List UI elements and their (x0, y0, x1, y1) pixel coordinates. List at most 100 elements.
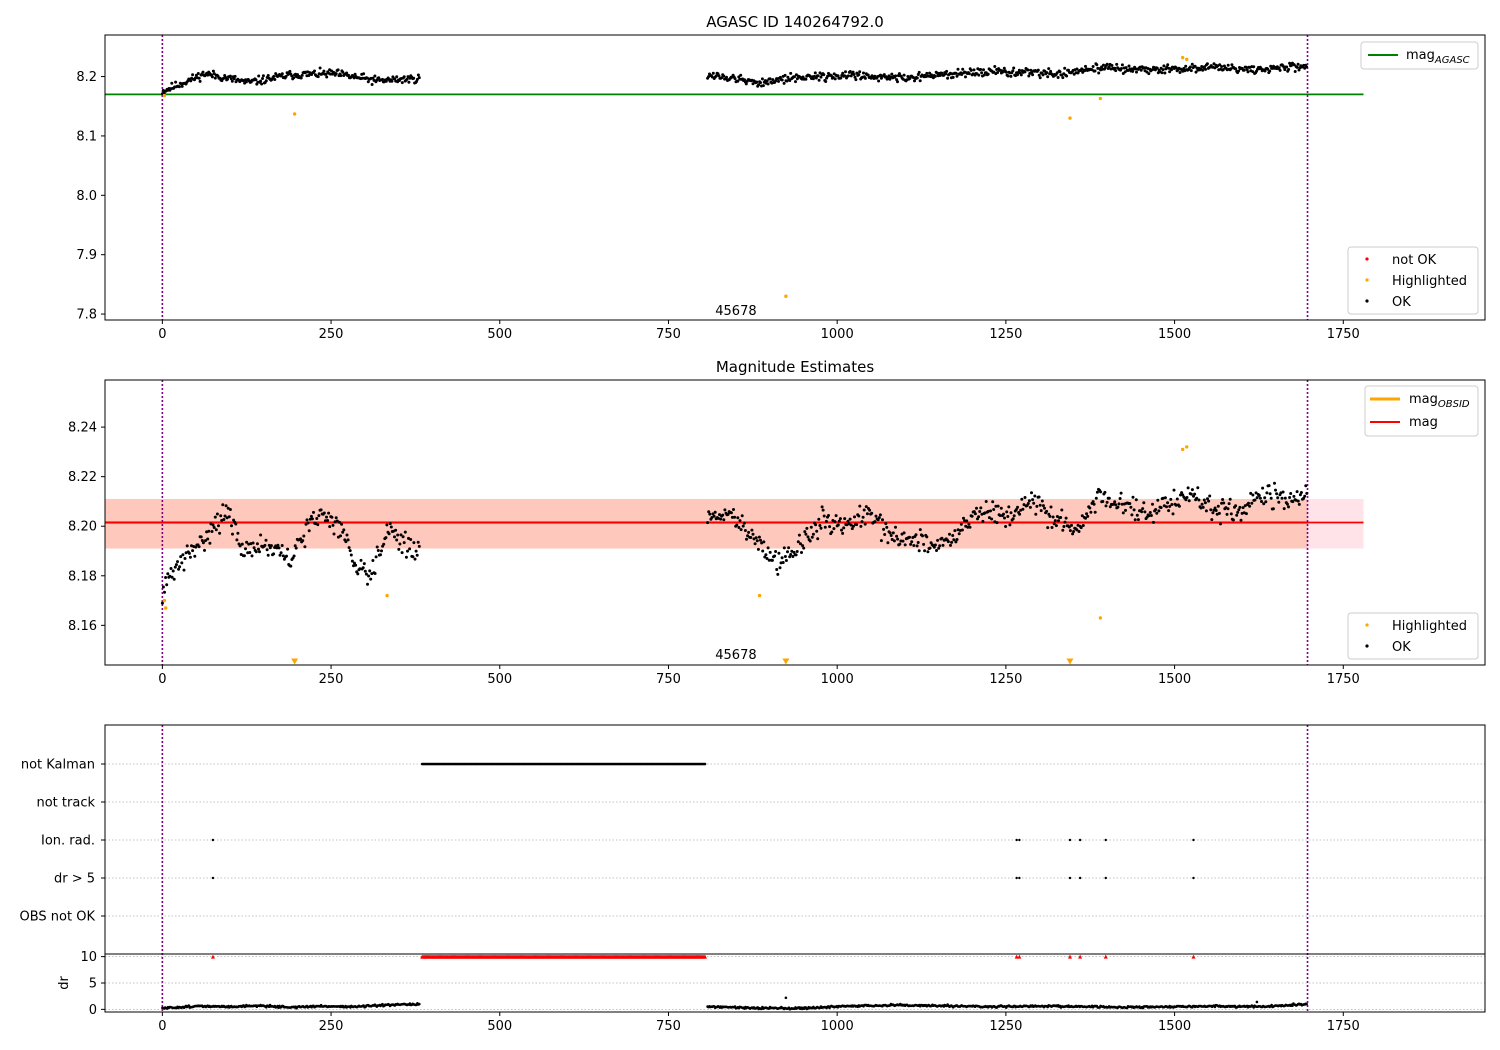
ok-data-point (1149, 514, 1153, 517)
y-tick-label: 7.9 (76, 248, 97, 263)
ok-data-point (851, 70, 855, 74)
ok-data-point (1285, 502, 1289, 506)
ok-data-point (775, 568, 779, 571)
ok-data-point (1160, 71, 1164, 75)
ok-data-point (982, 68, 985, 72)
ok-data-point (286, 547, 290, 551)
ok-data-point (827, 514, 830, 517)
ok-data-point (768, 550, 772, 554)
ok-data-point (877, 516, 881, 520)
ok-data-point (992, 508, 996, 511)
ok-data-point (1101, 500, 1105, 503)
ok-data-point (1229, 512, 1233, 516)
ok-data-point (1113, 500, 1117, 504)
ok-data-point (1127, 64, 1131, 68)
dr-data-point (1270, 1003, 1273, 1007)
ok-data-point (1220, 65, 1224, 68)
ok-data-point (1273, 481, 1276, 485)
ok-data-point (999, 506, 1003, 510)
ok-data-point (1119, 67, 1123, 70)
ok-data-point (1006, 515, 1010, 518)
ok-data-point (334, 72, 338, 76)
ok-data-point (910, 540, 914, 544)
ok-data-point (998, 514, 1002, 517)
ok-data-point (406, 549, 409, 553)
ok-data-point (1097, 71, 1101, 75)
ok-data-point (793, 75, 796, 79)
ok-data-point (822, 514, 826, 518)
ok-data-point (1163, 496, 1167, 500)
ok-data-point (233, 74, 237, 78)
ok-data-point (737, 526, 741, 529)
ok-data-point (1234, 67, 1238, 71)
ok-data-point (328, 525, 332, 529)
ok-data-point (895, 534, 899, 538)
ok-data-point (254, 550, 258, 554)
ok-data-point (1135, 70, 1138, 74)
ok-data-point (1278, 68, 1282, 72)
ok-data-point (1305, 65, 1309, 69)
ok-data-point (774, 79, 778, 83)
ok-data-point (804, 77, 808, 81)
ok-data-point (1135, 513, 1139, 517)
ok-data-point (753, 542, 757, 546)
ok-data-point (789, 71, 793, 75)
y-tick-label: 7.8 (76, 308, 97, 323)
ok-data-point (1221, 498, 1225, 501)
ok-data-point (1099, 490, 1103, 494)
ok-data-point (1257, 494, 1261, 497)
ok-data-point (894, 525, 897, 529)
ok-data-point (918, 79, 922, 83)
ok-data-point (1293, 70, 1297, 73)
ok-data-point (868, 508, 872, 512)
ok-data-point (857, 73, 861, 77)
ok-data-point (975, 506, 978, 510)
ok-data-point (925, 71, 929, 75)
ok-data-point (208, 541, 212, 545)
ok-data-point (1005, 510, 1009, 514)
ok-data-point (251, 541, 255, 545)
ok-data-point (1283, 68, 1287, 72)
ok-data-point (1246, 70, 1250, 74)
ok-data-point (402, 75, 406, 79)
ok-data-point (1089, 510, 1093, 514)
ok-data-point (230, 79, 234, 83)
ok-data-point (341, 70, 345, 74)
x-tick-label: 1750 (1327, 1019, 1360, 1034)
ok-data-point (393, 535, 396, 539)
magnitude-plot-area (105, 380, 1364, 665)
ok-data-point (1032, 501, 1036, 505)
ok-data-point (938, 544, 942, 548)
ok-data-point (766, 82, 770, 86)
ok-data-point (936, 538, 940, 542)
y-tick-label: 8.1 (76, 129, 97, 144)
dr-data-point (418, 1002, 421, 1006)
ok-data-point (1068, 529, 1072, 533)
ok-data-point (1180, 491, 1184, 495)
ok-data-point (1077, 530, 1081, 533)
ok-data-point (967, 522, 971, 526)
ok-data-point (796, 540, 800, 544)
ok-data-point (1295, 490, 1299, 494)
ok-data-point (248, 551, 252, 554)
ok-data-point (1252, 65, 1256, 69)
ok-data-point (1094, 496, 1098, 500)
ok-data-point (1195, 496, 1199, 500)
ok-data-point (1263, 69, 1267, 73)
ok-data-point (307, 529, 311, 533)
ok-data-point (354, 563, 358, 567)
ok-data-point (783, 73, 787, 77)
x-tick-label: 500 (487, 1019, 512, 1034)
ok-data-point (820, 505, 824, 509)
ok-data-point (1040, 499, 1044, 503)
magnitude-legend-top: magOBSID mag (1364, 385, 1479, 437)
ok-data-point (890, 72, 894, 76)
ok-data-point (1067, 525, 1071, 529)
ok-data-point (1237, 69, 1241, 73)
magnitude-obsid-annotation: 45678 (715, 648, 756, 663)
ok-data-point (1004, 70, 1008, 74)
ok-data-point (255, 542, 259, 546)
ok-data-point (809, 525, 813, 529)
ok-data-point (933, 74, 937, 78)
ok-data-point (362, 72, 366, 76)
